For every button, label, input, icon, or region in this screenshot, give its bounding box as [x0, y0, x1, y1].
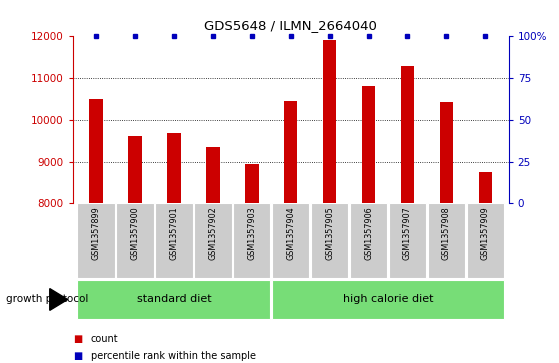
Text: GSM1357905: GSM1357905	[325, 206, 334, 260]
Text: GSM1357899: GSM1357899	[92, 206, 101, 260]
Bar	[206, 147, 220, 363]
Bar	[89, 99, 103, 363]
FancyBboxPatch shape	[116, 203, 154, 278]
Text: GSM1357902: GSM1357902	[209, 206, 217, 260]
FancyBboxPatch shape	[272, 203, 309, 278]
Text: GSM1357908: GSM1357908	[442, 206, 451, 260]
Bar	[401, 66, 414, 363]
FancyBboxPatch shape	[194, 203, 231, 278]
FancyBboxPatch shape	[155, 203, 192, 278]
Text: GSM1357909: GSM1357909	[481, 206, 490, 260]
Bar	[439, 102, 453, 363]
Text: GSM1357904: GSM1357904	[286, 206, 295, 260]
Bar	[284, 101, 297, 363]
Text: GSM1357901: GSM1357901	[169, 206, 178, 260]
Bar	[245, 164, 259, 363]
Text: ■: ■	[73, 334, 82, 344]
FancyBboxPatch shape	[77, 280, 271, 319]
FancyBboxPatch shape	[428, 203, 465, 278]
Text: growth protocol: growth protocol	[6, 294, 88, 305]
Text: ■: ■	[73, 351, 82, 361]
Bar	[167, 133, 181, 363]
FancyBboxPatch shape	[233, 203, 271, 278]
Bar	[479, 172, 492, 363]
Text: GSM1357900: GSM1357900	[130, 206, 139, 260]
Bar	[323, 41, 337, 363]
FancyBboxPatch shape	[272, 280, 504, 319]
Text: GSM1357907: GSM1357907	[403, 206, 412, 260]
Text: high calorie diet: high calorie diet	[343, 294, 433, 305]
FancyBboxPatch shape	[467, 203, 504, 278]
Bar	[362, 86, 375, 363]
Text: count: count	[91, 334, 118, 344]
Title: GDS5648 / ILMN_2664040: GDS5648 / ILMN_2664040	[204, 19, 377, 32]
Text: percentile rank within the sample: percentile rank within the sample	[91, 351, 255, 361]
Polygon shape	[50, 289, 68, 310]
Text: GSM1357903: GSM1357903	[247, 206, 256, 260]
FancyBboxPatch shape	[77, 203, 115, 278]
Bar	[128, 136, 142, 363]
FancyBboxPatch shape	[350, 203, 387, 278]
Text: standard diet: standard diet	[136, 294, 211, 305]
FancyBboxPatch shape	[311, 203, 348, 278]
FancyBboxPatch shape	[389, 203, 426, 278]
Text: GSM1357906: GSM1357906	[364, 206, 373, 260]
